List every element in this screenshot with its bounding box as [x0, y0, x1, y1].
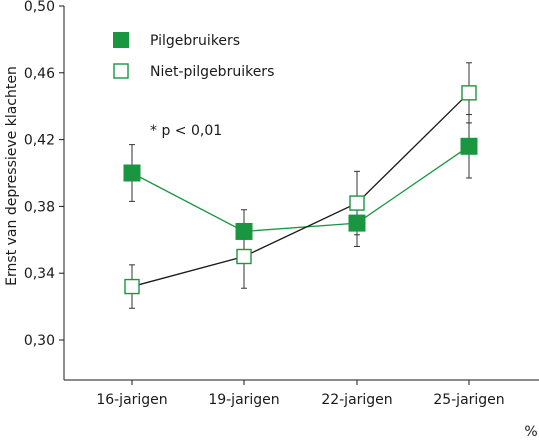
x-tick-label: 16-jarigen [96, 392, 167, 408]
series-line [131, 92, 470, 288]
x-axis-unit: % [524, 424, 537, 440]
x-tick-label: 19-jarigen [208, 392, 279, 408]
significance-annotation: * p < 0,01 [150, 123, 222, 139]
y-tick-label: 0,46 [24, 66, 55, 82]
data-point-marker [348, 214, 366, 232]
data-point-marker [236, 248, 252, 265]
y-tick-label: 0,34 [24, 266, 55, 282]
legend: Pilgebruikers Niet-pilgebruikers [113, 32, 274, 80]
data-point-marker [123, 164, 141, 182]
y-tick-label: 0,42 [24, 133, 55, 149]
x-tick-label: 25-jarigen [433, 392, 504, 408]
series-layer [123, 62, 478, 309]
y-ticks: 0,30 0,34 0,38 0,42 0,46 0,50 [24, 0, 64, 349]
data-point-marker [349, 195, 365, 211]
data-point-marker [461, 85, 477, 101]
legend-label: Niet-pilgebruikers [150, 64, 274, 80]
y-tick-label: 0,50 [24, 0, 55, 15]
series-2 [129, 62, 472, 309]
series-line [131, 145, 470, 233]
legend-marker-open [113, 63, 129, 79]
series-2-markers [124, 85, 477, 295]
data-point-marker [124, 278, 140, 295]
x-ticks: 16-jarigen 19-jarigen 22-jarigen 25-jarigen [96, 380, 505, 408]
data-point-marker [235, 222, 253, 240]
axes [63, 6, 539, 381]
legend-label: Pilgebruikers [150, 33, 240, 49]
data-point-marker [460, 137, 478, 155]
y-tick-label: 0,30 [24, 333, 55, 349]
y-axis-label: Ernst van depressieve klachten [4, 66, 20, 286]
x-tick-label: 22-jarigen [321, 392, 392, 408]
y-tick-label: 0,38 [24, 199, 55, 215]
legend-marker-filled [113, 32, 129, 48]
series-1-markers [123, 137, 478, 240]
